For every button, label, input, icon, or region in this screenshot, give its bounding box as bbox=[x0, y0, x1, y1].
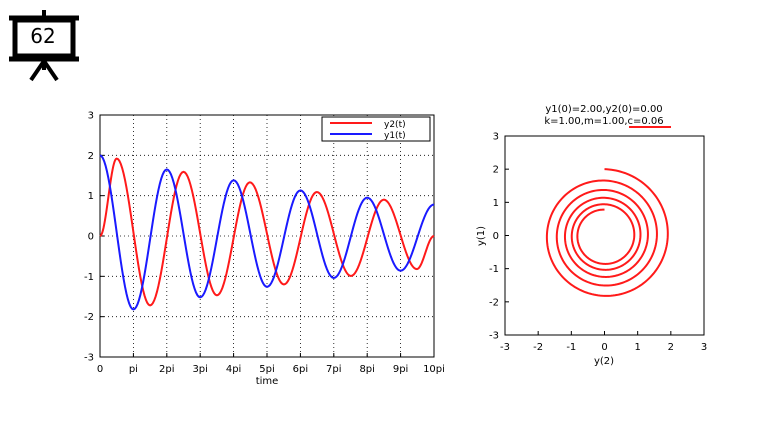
axis-ticks: -3 -2 -1 0 1 2 3 -3 -2 -1 0 1 2 3 bbox=[489, 132, 707, 354]
x-tick-label: 0 bbox=[97, 364, 103, 375]
series-line-y2 bbox=[99, 157, 435, 307]
plot-frame bbox=[504, 135, 705, 336]
chart-subtitle: k=1.00,m=1.00,c=0.06 bbox=[544, 116, 663, 127]
y-tick-label: 3 bbox=[88, 111, 94, 122]
x-tick-label: 5pi bbox=[259, 364, 275, 375]
presentation-board-icon bbox=[9, 10, 79, 82]
y-tick-label: 1 bbox=[493, 198, 499, 209]
x-tick-label: 8pi bbox=[359, 364, 375, 375]
x-tick-label: 2pi bbox=[159, 364, 175, 375]
x-tick-label: 2 bbox=[668, 342, 674, 353]
axis-ticks: 0 pi 2pi 3pi 4pi 5pi 6pi 7pi 8pi 9pi 10pi -3 -2 -1 0 1 2… bbox=[84, 111, 445, 376]
x-tick-label: 10pi bbox=[423, 364, 445, 375]
time-series-chart: 0 pi 2pi 3pi 4pi 5pi 6pi 7pi 8pi 9pi 10pi -3 -2 -1 0 1 2… bbox=[84, 111, 445, 388]
y-tick-label: 2 bbox=[88, 151, 94, 162]
y-tick-label: -2 bbox=[489, 297, 499, 308]
x-tick-label: 7pi bbox=[326, 364, 342, 375]
x-tick-label: -1 bbox=[566, 342, 576, 353]
y-axis-label: y(1) bbox=[476, 226, 487, 246]
y-tick-label: 1 bbox=[88, 191, 94, 202]
y-tick-label: 2 bbox=[493, 165, 499, 176]
x-axis-label: time bbox=[256, 376, 279, 387]
x-tick-label: 4pi bbox=[226, 364, 242, 375]
legend-box bbox=[321, 116, 431, 142]
y-tick-label: -2 bbox=[84, 312, 94, 323]
x-tick-label: 6pi bbox=[293, 364, 309, 375]
y-tick-label: -3 bbox=[84, 353, 94, 364]
y-tick-label: -1 bbox=[489, 264, 499, 275]
x-tick-label: -3 bbox=[500, 342, 510, 353]
y-tick-label: -3 bbox=[489, 331, 499, 342]
legend: y2(t) y1(t) bbox=[321, 116, 431, 142]
y-tick-label: 0 bbox=[493, 231, 499, 242]
phase-plane-chart: y1(0)=2.00,y2(0)=0.00 k=1.00,m=1.00,c=0.… bbox=[476, 104, 707, 367]
series-line-y1 bbox=[99, 154, 435, 311]
y-tick-label: 3 bbox=[493, 132, 499, 143]
x-tick-label: 3 bbox=[701, 342, 707, 353]
x-tick-label: pi bbox=[129, 364, 138, 375]
chart-title: y1(0)=2.00,y2(0)=0.00 bbox=[545, 104, 662, 115]
legend-label-y2: y2(t) bbox=[384, 120, 406, 130]
legend-label-y1: y1(t) bbox=[384, 131, 406, 141]
x-tick-label: 1 bbox=[634, 342, 640, 353]
y-tick-label: 0 bbox=[88, 232, 94, 243]
series-spiral bbox=[545, 168, 669, 297]
x-axis-label: y(2) bbox=[594, 356, 614, 367]
y-tick-label: -1 bbox=[84, 272, 94, 283]
series-group bbox=[99, 154, 435, 311]
x-tick-label: 3pi bbox=[192, 364, 208, 375]
series-group bbox=[545, 168, 669, 297]
x-tick-label: -2 bbox=[533, 342, 543, 353]
slide-number: 62 bbox=[30, 24, 56, 48]
x-tick-label: 9pi bbox=[393, 364, 409, 375]
x-tick-label: 0 bbox=[601, 342, 607, 353]
